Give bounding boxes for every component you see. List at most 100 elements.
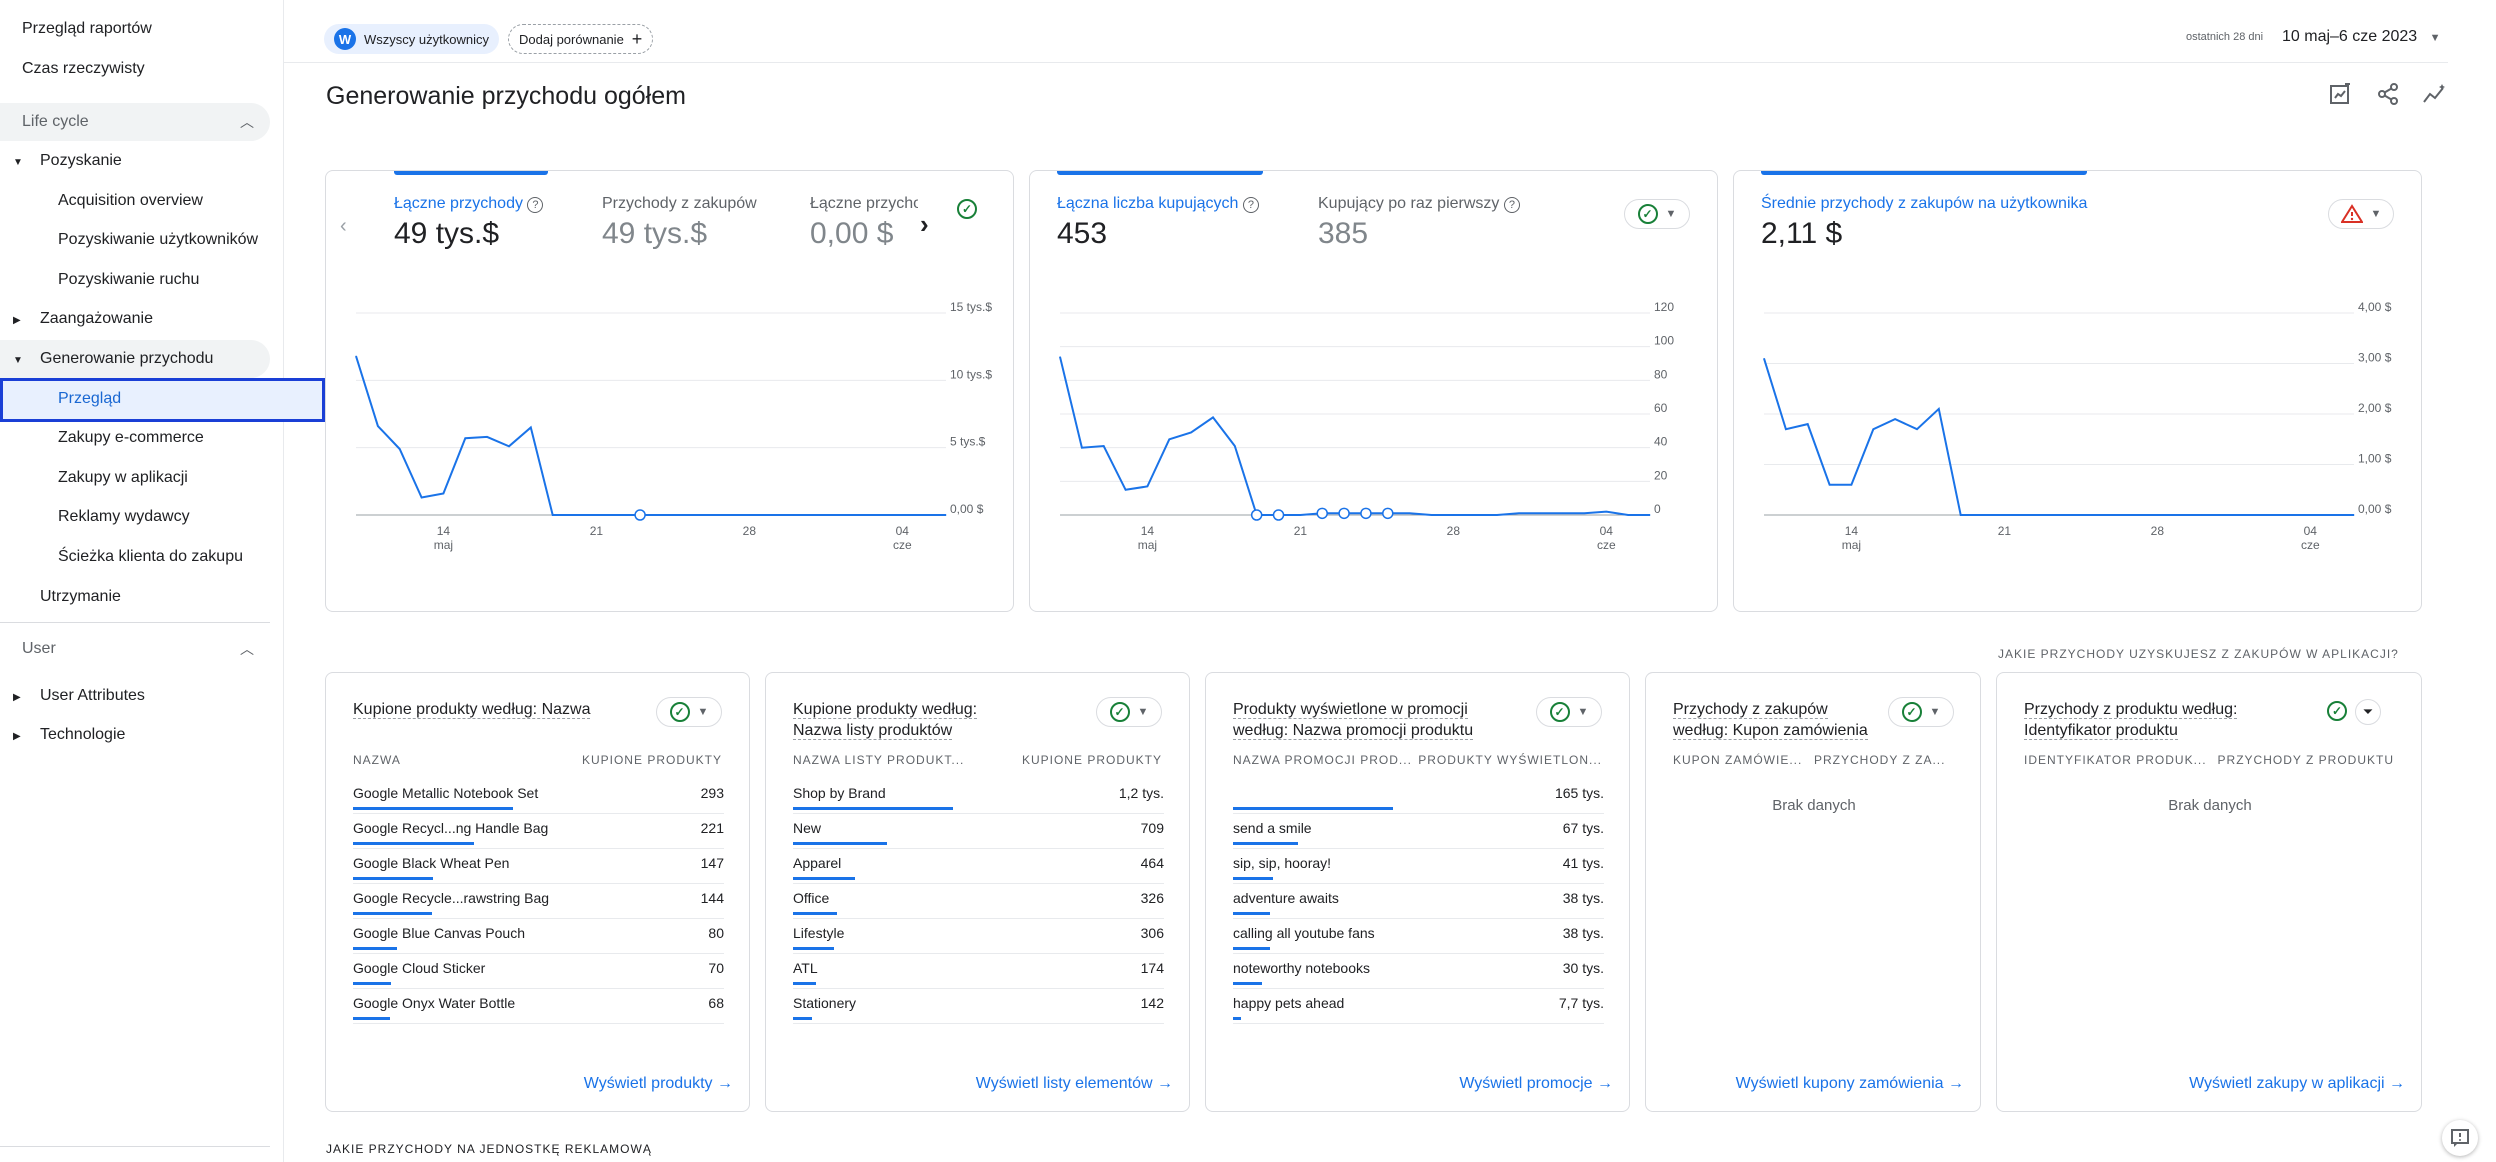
table-row[interactable]: Google Metallic Notebook Set 293 [353,779,724,814]
table-row[interactable]: send a smile 67 tys. [1233,814,1604,849]
table-title[interactable]: Kupione produkty według: Nazwa [353,701,591,719]
section-lifecycle[interactable]: Life cycle ︿ [0,103,270,141]
main-content: W Wszyscy użytkownicy Dodaj porównanie +… [284,0,2496,1162]
caret-down-icon[interactable]: ▼ [13,157,23,168]
data-point [858,514,860,516]
row-label: Google Recycl...ng Handle Bag [353,820,549,836]
table-row[interactable]: New 709 [793,814,1164,849]
table-title[interactable]: Produkty wyświetlone w promocji według: N… [1233,701,1474,740]
status-warning-dropdown[interactable]: ▼ [2328,199,2394,229]
metric-label-total-revenue-2[interactable]: Łączne przychody [810,195,918,212]
share-icon[interactable] [2376,82,2400,106]
caret-right-icon[interactable]: ▶ [13,692,21,703]
nav-pozyskanie[interactable]: Pozyskanie [40,152,122,169]
metric-value-total-purchasers: 453 [1057,217,1108,250]
nav-pozyskiwanie-ruchu[interactable]: Pozyskiwanie ruchu [58,271,200,288]
table-row[interactable]: Office 326 [793,884,1164,919]
table-row[interactable]: noteworthy notebooks 30 tys. [1233,954,1604,989]
data-point [530,426,532,428]
view-inapp-link[interactable]: Wyświetl zakupy w aplikacji → [2189,1075,2405,1092]
table-row[interactable]: 165 tys. [1233,779,1604,814]
data-point [1496,514,1498,516]
chevron-right-icon[interactable]: › [920,209,929,239]
help-icon[interactable]: ? [1242,197,1259,213]
view-coupons-link[interactable]: Wyświetl kupony zamówienia → [1735,1075,1964,1092]
caret-right-icon[interactable]: ▶ [13,315,21,326]
table-row[interactable]: Lifestyle 306 [793,919,1164,954]
segment-chip[interactable]: W Wszyscy użytkownicy [324,24,499,54]
nav-zakupy-w-aplikacji[interactable]: Zakupy w aplikacji [58,469,188,486]
nav-generowanie-przychodu[interactable]: Generowanie przychodu [40,350,214,367]
table-row[interactable]: Google Blue Canvas Pouch 80 [353,919,724,954]
table-row[interactable]: Stationery 142 [793,989,1164,1024]
data-point [1190,432,1192,434]
table-title[interactable]: Przychody z zakupów według: Kupon zamówie… [1673,701,1868,740]
data-point [2134,514,2136,516]
chevron-left-icon[interactable]: ‹ [340,215,347,237]
customize-report-icon[interactable] [2328,82,2352,106]
status-ok-icon[interactable]: ✓ [2327,701,2347,721]
table-title[interactable]: Kupione produkty według: Nazwa listy prod… [793,701,978,740]
help-icon[interactable]: ? [1503,197,1520,213]
metric-label-avg-revenue[interactable]: Średnie przychody z zakupów na użytkowni… [1761,195,2088,212]
column-header-value: PRZYCHODY Z PRODUKTU [2217,753,2394,767]
column-header-value: PRODUKTY WYŚWIETLON... [1418,753,1602,767]
table-row[interactable]: Google Recycle...rawstring Bag 144 [353,884,724,919]
nav-utrzymanie[interactable]: Utrzymanie [40,588,121,605]
nav-przeglad-active[interactable]: Przegląd [58,390,122,407]
feedback-button[interactable] [2442,1120,2478,1156]
metric-label-total-revenue[interactable]: Łączne przychody ? [394,195,544,213]
add-comparison-button[interactable]: Dodaj porównanie + [508,24,654,54]
nav-pozyskiwanie-uzytkownikow[interactable]: Pozyskiwanie użytkowników [58,231,259,248]
status-ok-dropdown[interactable]: ✓ ▼ [1624,199,1690,229]
view-lists-link[interactable]: Wyświetl listy elementów → [975,1075,1173,1092]
series-line [1059,356,1650,516]
insights-icon[interactable] [2422,82,2448,106]
nav-user-attributes[interactable]: User Attributes [40,687,145,704]
status-ok-dropdown[interactable]: ✓ ▼ [1536,697,1602,727]
section-user[interactable]: User ︿ [0,630,270,668]
status-ok-icon[interactable]: ✓ [957,199,977,219]
metric-label-first-time-purchasers[interactable]: Kupujący po raz pierwszy ? [1318,195,1520,213]
table-title[interactable]: Przychody z produktu według: Identyfikato… [2024,701,2238,740]
nav-zaangazowanie[interactable]: Zaangażowanie [40,310,153,327]
table-row[interactable]: Google Black Wheat Pen 147 [353,849,724,884]
nav-zakupy-ecommerce[interactable]: Zakupy e-commerce [58,429,204,446]
view-products-link[interactable]: Wyświetl produkty → [583,1075,733,1092]
table-row[interactable]: calling all youtube fans 38 tys. [1233,919,1604,954]
table-row[interactable]: ATL 174 [793,954,1164,989]
caret-right-icon[interactable]: ▶ [13,731,21,742]
nav-reklamy-wydawcy[interactable]: Reklamy wydawcy [58,508,190,525]
help-icon[interactable]: ? [527,197,544,213]
nav-acquisition-overview[interactable]: Acquisition overview [58,192,203,209]
data-point [1382,507,1394,520]
table-row[interactable]: Google Onyx Water Bottle 68 [353,989,724,1024]
status-ok-dropdown[interactable]: ✓ ▼ [656,697,722,727]
x-tick-label: 14 [1141,524,1155,538]
table-row[interactable]: sip, sip, hooray! 41 tys. [1233,849,1604,884]
data-point [2156,514,2158,516]
table-row[interactable]: Google Recycl...ng Handle Bag 221 [353,814,724,849]
table-row[interactable]: Apparel 464 [793,849,1164,884]
data-point [2331,514,2333,516]
chevron-up-icon: ︿ [240,114,254,130]
table-row[interactable]: happy pets ahead 7,7 tys. [1233,989,1604,1024]
metric-label-purchase-revenue[interactable]: Przychody z zakupów [602,195,757,212]
status-ok-dropdown[interactable]: ✓ ▼ [1096,697,1162,727]
nav-technologie[interactable]: Technologie [40,726,126,743]
view-promotions-link[interactable]: Wyświetl promocje → [1459,1075,1613,1092]
row-label: happy pets ahead [1233,995,1345,1011]
y-tick-label: 2,00 $ [2358,401,2392,415]
nav-przeglad-raportow[interactable]: Przegląd raportów [22,20,152,37]
data-point [923,514,925,516]
caret-down-icon[interactable]: ▼ [13,355,23,366]
date-range-picker[interactable]: 10 maj–6 cze 2023 ▼ [2282,28,2441,46]
filter-icon[interactable]: ⏷ [2355,699,2381,725]
nav-sciezka-klienta[interactable]: Ścieżka klienta do zakupu [58,548,243,565]
nav-czas-rzeczywisty[interactable]: Czas rzeczywisty [22,60,145,77]
table-row[interactable]: adventure awaits 38 tys. [1233,884,1604,919]
table-row[interactable]: Google Cloud Sticker 70 [353,954,724,989]
status-ok-dropdown[interactable]: ✓ ▼ [1888,697,1954,727]
metric-label-total-purchasers[interactable]: Łączna liczba kupujących ? [1057,195,1259,213]
table-row[interactable]: Shop by Brand 1,2 tys. [793,779,1164,814]
